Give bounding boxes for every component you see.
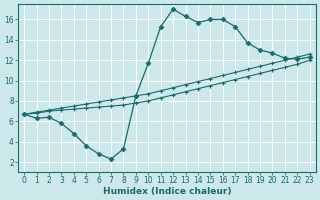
X-axis label: Humidex (Indice chaleur): Humidex (Indice chaleur) [103,187,231,196]
